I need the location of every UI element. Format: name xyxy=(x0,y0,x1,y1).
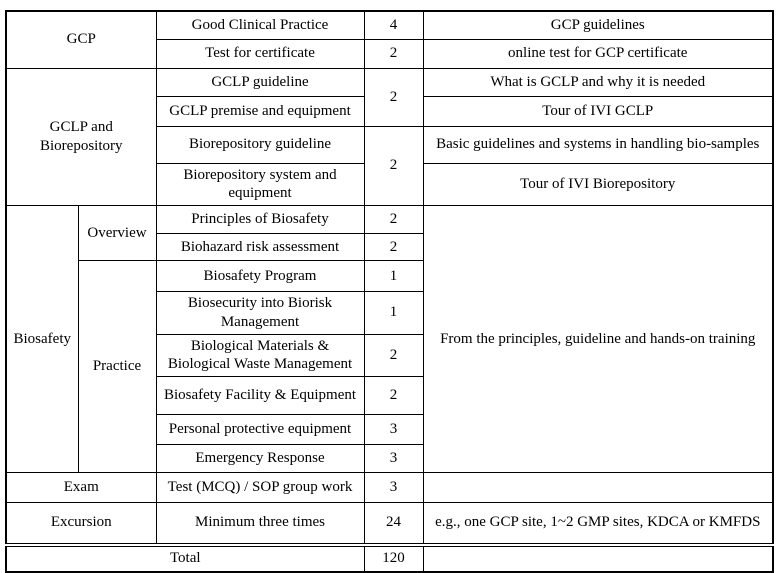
cell-hours: 2 xyxy=(363,38,424,69)
cell-description: GCP guidelines xyxy=(422,10,774,40)
table-row: Test for certificate 2 online test for G… xyxy=(6,38,774,69)
cell-hours: 3 xyxy=(363,472,424,503)
cell-total-hours: 120 xyxy=(363,542,424,572)
table-row: Exam Test (MCQ) / SOP group work 3 xyxy=(5,472,774,503)
cell-hours: 1 xyxy=(363,260,424,292)
cell-topic: Emergency Response xyxy=(155,444,365,473)
cell-description-biosafety: From the principles, guideline and hands… xyxy=(422,205,774,473)
cell-topic: Good Clinical Practice xyxy=(155,10,365,40)
curriculum-table: GCP Good Clinical Practice 4 GCP guideli… xyxy=(5,10,774,573)
cell-category-excursion: Excursion xyxy=(5,502,157,545)
table-row-total: Total 120 xyxy=(5,542,774,572)
cell-hours: 2 xyxy=(363,67,424,127)
cell-hours: 2 xyxy=(363,125,424,206)
cell-description: e.g., one GCP site, 1~2 GMP sites, KDCA … xyxy=(422,502,774,545)
cell-hours: 2 xyxy=(363,333,424,377)
cell-hours: 3 xyxy=(363,444,424,473)
cell-description xyxy=(422,472,774,503)
cell-topic: Biorepository guideline xyxy=(155,125,365,164)
table-row: Biorepository guideline 2 Basic guidelin… xyxy=(6,125,774,206)
cell-topic: Test for certificate xyxy=(155,38,365,69)
cell-topic: GCLP premise and equipment xyxy=(155,95,365,127)
cell-subcategory-overview: Overview xyxy=(77,205,157,261)
cell-topic: Biorepository system and equipment xyxy=(155,162,365,206)
table-row: GCLP and Biorepository GCLP guideline 2 … xyxy=(5,67,774,206)
table-row: Biological Materials & Biological Waste … xyxy=(6,333,773,377)
cell-topic: Test (MCQ) / SOP group work xyxy=(155,472,365,503)
cell-hours: 2 xyxy=(363,233,424,261)
cell-topic: Biohazard risk assessment xyxy=(155,233,365,261)
cell-topic: Biosafety Facility & Equipment xyxy=(155,376,365,415)
cell-category-exam: Exam xyxy=(5,472,157,503)
table-row: Emergency Response 3 xyxy=(6,444,773,473)
cell-topic: Biosecurity into Biorisk Management xyxy=(155,291,365,335)
cell-topic: Biological Materials & Biological Waste … xyxy=(155,333,365,377)
cell-hours: 24 xyxy=(363,502,424,545)
table-row: Biosafety Facility & Equipment 2 xyxy=(6,376,773,415)
cell-subcategory-practice: Practice xyxy=(77,260,157,473)
table-row: GCP Good Clinical Practice 4 GCP guideli… xyxy=(5,10,774,69)
cell-topic: Personal protective equipment xyxy=(155,414,365,445)
cell-category-biosafety: Biosafety xyxy=(5,205,79,473)
cell-description: Tour of IVI GCLP xyxy=(422,95,774,127)
cell-description: Basic guidelines and systems in handling… xyxy=(422,125,774,164)
table-row: Biohazard risk assessment 2 xyxy=(6,233,773,261)
cell-hours: 1 xyxy=(363,291,424,335)
table-row: Excursion Minimum three times 24 e.g., o… xyxy=(5,502,774,545)
table-row: Biorepository system and equipment Tour … xyxy=(6,162,774,206)
cell-category-gclp-biorepository: GCLP and Biorepository xyxy=(5,67,157,206)
cell-description: What is GCLP and why it is needed xyxy=(422,67,774,97)
cell-total-description xyxy=(422,542,774,572)
cell-topic: Biosafety Program xyxy=(155,260,365,292)
cell-total-label: Total xyxy=(5,542,365,572)
cell-topic: Principles of Biosafety xyxy=(155,205,365,234)
cell-category-gcp: GCP xyxy=(5,10,157,69)
table-row: Biosafety Overview Principles of Biosafe… xyxy=(5,205,774,473)
cell-hours: 3 xyxy=(363,414,424,445)
cell-topic: GCLP guideline xyxy=(155,67,365,97)
cell-hours: 2 xyxy=(363,376,424,415)
cell-description: Tour of IVI Biorepository xyxy=(422,162,774,206)
cell-hours: 2 xyxy=(363,205,424,234)
cell-hours: 4 xyxy=(363,10,424,40)
cell-description: online test for GCP certificate xyxy=(422,38,774,69)
cell-topic: Minimum three times xyxy=(155,502,365,545)
